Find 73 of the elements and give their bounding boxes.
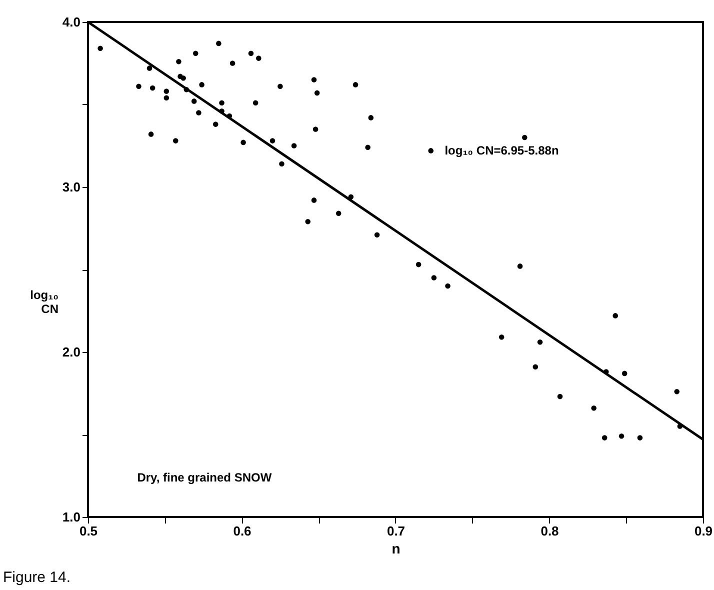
point: [416, 262, 422, 268]
point: [172, 138, 178, 144]
x-axis-title: n: [392, 540, 400, 556]
x-tick-label: 0.8: [540, 524, 559, 538]
x-tick-label: 0.7: [386, 524, 406, 538]
point: [196, 110, 202, 116]
point: [146, 66, 152, 71]
point: [248, 50, 254, 56]
point: [219, 100, 224, 106]
point: [176, 58, 182, 64]
point: [352, 82, 358, 88]
point: [184, 87, 190, 92]
point: [98, 46, 103, 52]
point: [312, 126, 318, 132]
point: [256, 56, 262, 61]
point: [164, 95, 170, 101]
y-tick-label: 3.0: [62, 180, 80, 194]
point: [230, 60, 236, 66]
point: [311, 77, 317, 82]
x-tick-label: 0.9: [694, 524, 713, 538]
y-tick-label: 4.0: [62, 14, 80, 30]
point: [180, 75, 186, 81]
point: [602, 435, 608, 440]
point: [150, 85, 156, 91]
point: [348, 194, 354, 200]
point: [314, 90, 320, 96]
point: [279, 161, 284, 167]
point: [192, 50, 198, 56]
point: [136, 84, 142, 89]
point: [270, 138, 276, 144]
point: [164, 88, 170, 94]
point: [148, 132, 154, 137]
point: [311, 198, 317, 203]
point: [368, 115, 374, 120]
point: [226, 113, 232, 119]
point: [522, 134, 528, 140]
point: [517, 264, 523, 269]
y-tick-label: 2.0: [62, 344, 80, 360]
point: [622, 370, 628, 376]
point: [557, 394, 563, 400]
point: [591, 405, 596, 411]
x-tick-label: 0.6: [233, 524, 252, 538]
point: [603, 369, 609, 374]
point: [365, 144, 370, 150]
point: [199, 82, 204, 88]
point: [191, 98, 197, 104]
point: [305, 219, 311, 224]
point: [428, 148, 434, 154]
point: [216, 40, 222, 46]
y-axis-title: log₁₀ CN: [30, 288, 58, 316]
point: [677, 424, 683, 429]
point: [674, 388, 680, 394]
point: [498, 334, 504, 340]
point: [278, 84, 283, 89]
point: [219, 108, 224, 114]
point: [612, 313, 618, 318]
annotation: Dry, fine grained SNOW: [137, 470, 272, 484]
point: [336, 210, 342, 216]
point: [637, 435, 643, 440]
point: [431, 275, 437, 280]
caption: Figure 14.: [3, 569, 71, 586]
point: [537, 339, 543, 345]
point: [212, 122, 218, 127]
point: [618, 434, 624, 439]
point: [240, 140, 246, 146]
x-tick-label: 0.5: [79, 524, 98, 538]
point: [374, 232, 380, 238]
point: [252, 100, 258, 106]
point: [291, 143, 297, 148]
point: [532, 364, 538, 370]
y-tick-label: 1.0: [62, 510, 80, 524]
point: [445, 283, 450, 289]
annotation: log₁₀ CN=6.95-5.88n: [444, 144, 559, 158]
